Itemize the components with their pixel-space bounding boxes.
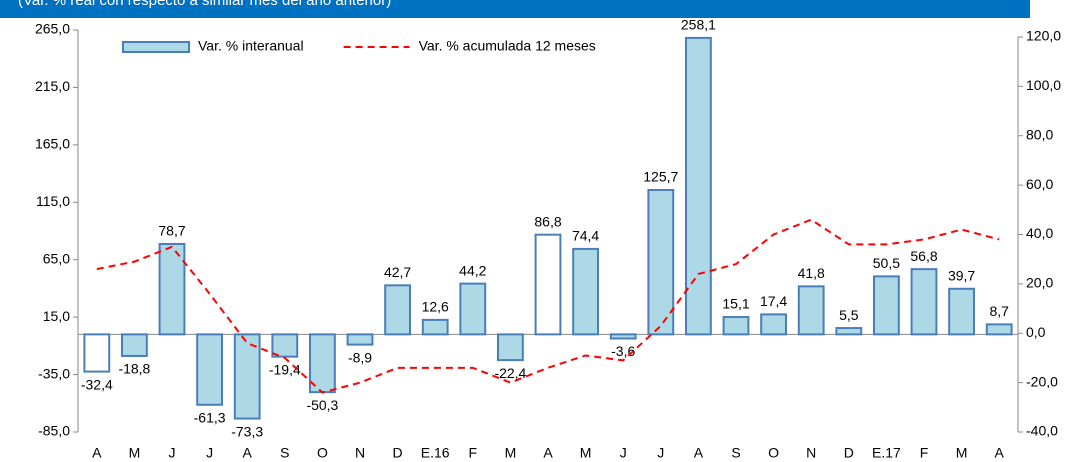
x-tick-label: N <box>355 445 365 461</box>
value-label: 17,4 <box>760 293 787 309</box>
x-tick-label: D <box>844 445 854 461</box>
y-tick-label: 65,0 <box>43 250 70 266</box>
bar <box>196 333 224 406</box>
x-tick-label: O <box>768 445 779 461</box>
bar <box>684 36 712 336</box>
bar <box>83 333 111 373</box>
y-tick-label: -85,0 <box>38 423 70 439</box>
value-label: 5,5 <box>839 307 859 323</box>
header-band <box>0 0 1030 18</box>
x-tick-label: M <box>129 445 141 461</box>
bar <box>872 275 900 336</box>
bar <box>346 333 374 346</box>
value-label: -32,4 <box>81 376 113 392</box>
bar <box>534 233 562 336</box>
x-tick-label: A <box>92 445 102 461</box>
value-label: -18,8 <box>118 361 150 377</box>
chart-subtitle: (Var. % real con respecto a similar mes … <box>18 0 391 9</box>
value-label: 56,8 <box>910 248 937 264</box>
bar <box>797 285 825 336</box>
x-tick-label: M <box>580 445 592 461</box>
y-tick-label: 115,0 <box>36 193 70 209</box>
value-label: -73,3 <box>231 423 263 439</box>
bar <box>572 247 600 336</box>
value-label: 78,7 <box>158 223 185 239</box>
y2-tick-label: 120,0 <box>1026 28 1061 44</box>
x-tick-label: J <box>169 445 176 461</box>
bar <box>985 323 1013 336</box>
x-tick-label: A <box>694 445 704 461</box>
bar <box>459 282 487 336</box>
bar <box>835 327 863 336</box>
value-label: 86,8 <box>534 213 561 229</box>
y-tick-label: 215,0 <box>35 78 70 94</box>
value-label: 42,7 <box>384 264 411 280</box>
value-label: 39,7 <box>948 267 975 283</box>
bar <box>722 316 750 336</box>
value-label: -22,4 <box>494 365 526 381</box>
x-tick-label: J <box>206 445 213 461</box>
bar <box>158 242 186 336</box>
y-tick-label: 265,0 <box>35 21 70 37</box>
value-label: 74,4 <box>572 228 599 244</box>
x-tick-label: O <box>317 445 328 461</box>
x-tick-label: A <box>543 445 553 461</box>
y2-tick-label: 60,0 <box>1026 176 1053 192</box>
bar <box>948 287 976 336</box>
line <box>96 218 1000 394</box>
y2-tick-label: 20,0 <box>1026 275 1053 291</box>
y2-tick-label: 80,0 <box>1026 126 1053 142</box>
bar <box>910 268 938 336</box>
value-label: 41,8 <box>798 265 825 281</box>
bar <box>120 333 148 357</box>
x-tick-label: E.16 <box>421 445 450 461</box>
x-tick-label: M <box>505 445 517 461</box>
bar <box>647 188 675 336</box>
value-label: -50,3 <box>306 397 338 413</box>
value-label: 258,1 <box>681 17 716 33</box>
value-label: -61,3 <box>194 409 226 425</box>
bar <box>308 333 336 394</box>
bar <box>609 333 637 340</box>
x-tick-label: F <box>920 445 929 461</box>
bar <box>760 313 788 336</box>
x-tick-label: S <box>731 445 740 461</box>
x-tick-label: A <box>243 445 253 461</box>
x-tick-label: D <box>393 445 403 461</box>
y-tick-label: 165,0 <box>35 136 70 152</box>
x-tick-label: M <box>956 445 968 461</box>
value-label: 44,2 <box>459 262 486 278</box>
x-tick-label: N <box>806 445 816 461</box>
x-tick-label: S <box>280 445 289 461</box>
x-tick-label: J <box>620 445 627 461</box>
bar <box>421 318 449 336</box>
y2-tick-label: 100,0 <box>1026 77 1061 93</box>
value-label: 50,5 <box>873 255 900 271</box>
x-tick-label: A <box>995 445 1005 461</box>
bar <box>384 284 412 336</box>
y2-tick-label: -20,0 <box>1026 373 1058 389</box>
value-label: 125,7 <box>643 169 678 185</box>
legend-swatch <box>122 41 190 53</box>
x-tick-label: J <box>657 445 664 461</box>
bar <box>233 333 261 420</box>
bar <box>496 333 524 362</box>
y-tick-label: 15,0 <box>43 308 70 324</box>
x-tick-label: E.17 <box>872 445 901 461</box>
y2-tick-label: 0,0 <box>1026 324 1046 340</box>
value-label: 12,6 <box>422 299 449 315</box>
y-tick-label: -35,0 <box>38 365 70 381</box>
value-label: 15,1 <box>722 296 749 312</box>
value-label: 8,7 <box>989 303 1009 319</box>
x-tick-label: F <box>469 445 478 461</box>
value-label: -8,9 <box>348 349 372 365</box>
bar <box>271 333 299 358</box>
legend-label: Var. % acumulada 12 meses <box>419 38 596 54</box>
y2-tick-label: 40,0 <box>1026 225 1053 241</box>
legend-label: Var. % interanual <box>198 38 304 54</box>
y2-tick-label: -40,0 <box>1026 423 1058 439</box>
